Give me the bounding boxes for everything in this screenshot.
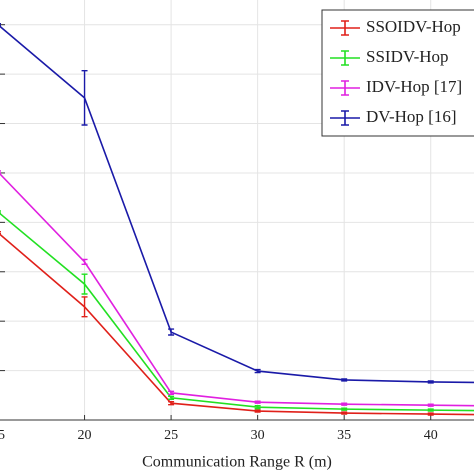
x-tick-label: 15 — [0, 428, 5, 443]
error-bar — [427, 408, 434, 412]
error-bar — [254, 409, 261, 413]
x-axis-label: Communication Range R (m) — [142, 454, 332, 471]
error-bar — [254, 368, 261, 374]
error-bar — [427, 380, 434, 384]
error-bar — [81, 69, 88, 126]
error-bar — [0, 210, 1, 214]
x-tick-label: 40 — [424, 428, 438, 443]
legend-box — [321, 9, 474, 137]
x-tick-label: 30 — [251, 428, 265, 443]
plot — [0, 23, 474, 416]
error-bar — [81, 273, 88, 295]
x-tick-label: 35 — [337, 428, 351, 443]
error-bar — [0, 231, 1, 235]
legend-label: SSOIDV-Hop — [366, 17, 461, 36]
error-bar — [427, 412, 434, 416]
legend-label: SSIDV-Hop — [366, 47, 449, 66]
error-bar — [341, 378, 348, 382]
error-bar — [427, 403, 434, 407]
error-bar — [168, 395, 175, 400]
error-bar — [341, 407, 348, 411]
x-tick-label: 20 — [78, 428, 92, 443]
error-bar — [341, 411, 348, 415]
error-bar — [81, 296, 88, 318]
x-tick-label: 25 — [164, 428, 178, 443]
legend-swatch — [330, 50, 360, 66]
error-bar — [0, 170, 1, 174]
error-bar — [254, 404, 261, 410]
series-line — [0, 233, 474, 416]
error-bar — [341, 402, 348, 406]
error-bar — [168, 401, 175, 406]
legend-label: DV-Hop [16] — [366, 107, 457, 126]
legend-swatch — [330, 80, 360, 96]
legend-swatch — [330, 110, 360, 126]
error-bar — [168, 328, 175, 336]
error-bar — [254, 400, 261, 404]
error-bar — [81, 258, 88, 266]
error-bar — [168, 390, 175, 396]
legend-label: IDV-Hop [17] — [366, 77, 462, 96]
legend-swatch — [330, 20, 360, 36]
